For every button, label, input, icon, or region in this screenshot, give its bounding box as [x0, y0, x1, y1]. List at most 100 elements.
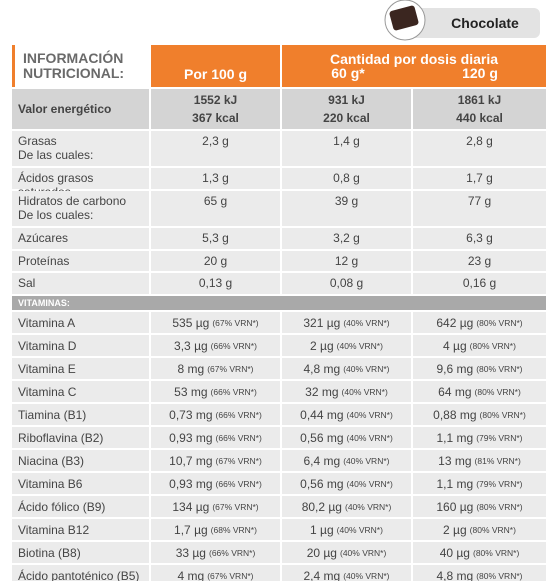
label: Valor energético: [18, 102, 112, 116]
value-cell: 6,3 g: [413, 228, 546, 249]
amount: 642 µg: [436, 315, 474, 330]
row-label: Hidratos de carbono De los cuales:: [12, 191, 149, 226]
amount: 4 µg: [443, 338, 467, 353]
amount: 64 mg: [438, 384, 472, 399]
amount: 4 mg: [177, 568, 205, 581]
value-cell: 535 µg (67% VRN*): [151, 312, 280, 333]
value: 1861 kJ: [457, 93, 502, 107]
row-label: Tiamina (B1): [12, 404, 149, 425]
value: 39 g: [334, 194, 359, 208]
value-cell: 0,73 mg (66% VRN*): [151, 404, 280, 425]
value: 23 g: [467, 254, 492, 268]
row-label: Ácido fólico (B9): [12, 496, 149, 517]
label: Vitamina E: [18, 361, 76, 376]
vrn: (40% VRN*): [336, 524, 383, 535]
label: Vitamina D: [18, 338, 77, 353]
value-cell: 4 µg (80% VRN*): [413, 335, 546, 356]
label: De las cuales:: [18, 148, 94, 162]
label: Proteínas: [18, 254, 70, 268]
row-label: Vitamina C: [12, 381, 149, 402]
value-cell: 2,3 g: [151, 131, 280, 166]
value-cell: 20 g: [151, 251, 280, 271]
amount: 33 µg: [175, 545, 206, 560]
value-cell: 20 µg (40% VRN*): [282, 542, 411, 563]
value-cell: 2 µg (40% VRN*): [282, 335, 411, 356]
vrn: (40% VRN*): [336, 340, 383, 351]
row-label: Vitamina E: [12, 358, 149, 379]
value: 65 g: [203, 194, 228, 208]
value-cell: 3,2 g: [282, 228, 411, 249]
vrn: (67% VRN*): [212, 317, 259, 328]
vrn: (40% VRN*): [343, 570, 390, 581]
value-cell: 9,6 mg (80% VRN*): [413, 358, 546, 379]
amount: 0,73 mg: [169, 407, 213, 422]
vrn: (40% VRN*): [339, 547, 387, 558]
value-cell: 40 µg (80% VRN*): [413, 542, 546, 563]
vrn: (40% VRN*): [346, 409, 393, 420]
vrn: (80% VRN*): [472, 547, 520, 558]
label: Azúcares: [18, 231, 69, 245]
amount: 0,56 mg: [300, 476, 344, 491]
amount: 1,7 µg: [174, 522, 208, 537]
amount: 1,1 mg: [436, 476, 474, 491]
vrn: (66% VRN*): [210, 340, 257, 351]
value-cell: 321 µg (40% VRN*): [282, 312, 411, 333]
value-cell: 134 µg (67% VRN*): [151, 496, 280, 517]
vrn: (79% VRN*): [476, 432, 523, 443]
label: Vitamina A: [18, 315, 76, 330]
value: 1552 kJ: [193, 93, 238, 107]
row-label: Vitamina B12: [12, 519, 149, 540]
value-cell: 4,8 mg (40% VRN*): [282, 358, 411, 379]
vrn: (66% VRN*): [215, 409, 262, 420]
value-cell: 77 g: [413, 191, 546, 226]
amount: 8 mg: [177, 361, 205, 376]
amount: 4,8 mg: [303, 361, 341, 376]
value-cell: 0,93 mg (66% VRN*): [151, 473, 280, 494]
label: Ácido pantoténico (B5): [18, 568, 140, 581]
header-group-label: Cantidad por dosis diaria: [329, 51, 499, 67]
header-label: 60 g*: [331, 65, 365, 81]
value-cell: 1,3 g: [151, 168, 280, 189]
value: 5,3 g: [202, 231, 229, 245]
value: 440 kcal: [456, 111, 503, 125]
value-cell: 0,13 g: [151, 273, 280, 294]
amount: 0,56 mg: [300, 430, 344, 445]
value-cell: 64 mg (80% VRN*): [413, 381, 546, 402]
label: Niacina (B3): [18, 453, 85, 468]
value-cell: 0,93 mg (66% VRN*): [151, 427, 280, 448]
vrn: (80% VRN*): [476, 317, 523, 328]
vrn: (66% VRN*): [208, 547, 256, 558]
row-label: Proteínas: [12, 251, 149, 271]
amount: 321 µg: [303, 315, 341, 330]
amount: 32 mg: [305, 384, 339, 399]
vrn: (80% VRN*): [476, 570, 523, 581]
vrn: (40% VRN*): [341, 386, 388, 397]
row-label: Valor energético: [12, 89, 149, 129]
header-col: Por 100 g: [151, 45, 280, 87]
label: Vitamina B6: [18, 476, 83, 491]
label: Biotina (B8): [18, 545, 81, 560]
value-cell: 0,08 g: [282, 273, 411, 294]
value: 0,8 g: [333, 171, 360, 185]
label: Riboflavina (B2): [18, 430, 104, 445]
section-label: VITAMINAS:: [18, 298, 70, 308]
amount: 10,7 mg: [169, 453, 213, 468]
value: 6,3 g: [466, 231, 493, 245]
value-cell: 160 µg (80% VRN*): [413, 496, 546, 517]
value-cell: 1861 kJ 440 kcal: [413, 89, 546, 129]
value-cell: 23 g: [413, 251, 546, 271]
value-cell: 0,56 mg (40% VRN*): [282, 427, 411, 448]
value: 2,8 g: [466, 134, 493, 148]
label: Hidratos de carbono: [18, 194, 127, 208]
label: Vitamina B12: [18, 522, 90, 537]
vrn: (68% VRN*): [210, 524, 257, 535]
amount: 2,4 mg: [303, 568, 341, 581]
value-cell: 4 mg (67% VRN*): [151, 565, 280, 581]
section-header: VITAMINAS:: [12, 296, 546, 310]
vrn: (66% VRN*): [215, 478, 262, 489]
badge-box: [395, 8, 540, 38]
vrn: (40% VRN*): [346, 478, 393, 489]
row-label: Ácido pantoténico (B5): [12, 565, 149, 581]
value-cell: 2 µg (80% VRN*): [413, 519, 546, 540]
row-label: Vitamina B6: [12, 473, 149, 494]
